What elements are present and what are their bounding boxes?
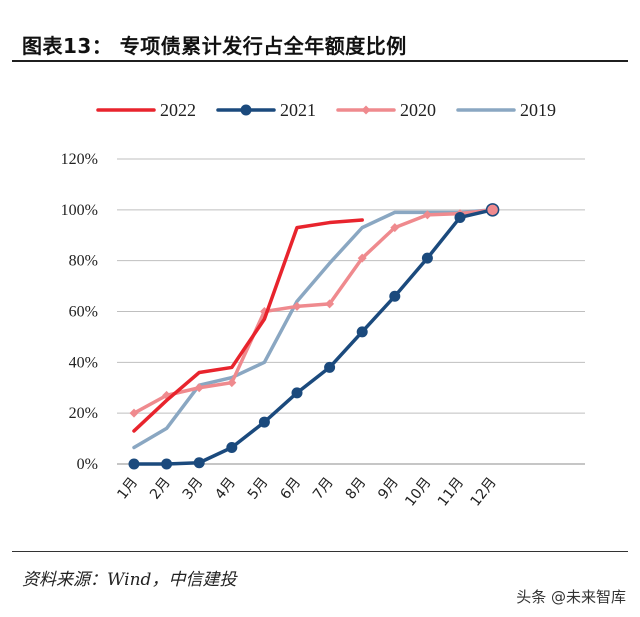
data-point-2021 [161, 458, 173, 470]
x-tick-label: 7月 [310, 475, 337, 503]
data-point-2021 [128, 458, 140, 470]
legend-label: 2019 [520, 100, 556, 120]
data-point-2021 [291, 387, 303, 399]
legend-label: 2020 [400, 100, 436, 120]
y-tick-label: 120% [61, 151, 98, 168]
x-tick-label: 12月 [468, 475, 500, 510]
data-point-2021 [356, 326, 368, 338]
data-point-2021 [421, 252, 433, 264]
y-tick-label: 80% [69, 253, 98, 270]
legend-item-2019: 2019 [456, 100, 556, 120]
legend-item-2020: 2020 [336, 100, 436, 120]
legend-item-2021: 2021 [216, 100, 316, 120]
series-line-2022 [132, 218, 364, 433]
series-line-2021 [132, 208, 495, 466]
data-point-2020 [292, 301, 302, 311]
x-tick-label: 5月 [245, 475, 272, 503]
x-tick-label: 9月 [375, 475, 402, 503]
gridlines [117, 158, 585, 414]
data-point-2020 [129, 408, 139, 418]
legend-label: 2022 [160, 100, 196, 120]
series-line-2019 [132, 208, 495, 450]
data-point-2020 [390, 223, 400, 233]
data-point-2021 [324, 361, 336, 373]
x-tick-label: 4月 [212, 475, 239, 503]
chart-title: 图表13： 专项债累计发行占全年额度比例 [22, 34, 407, 58]
x-tick-label: 3月 [180, 475, 207, 503]
source-note: 资料来源：Wind，中信建投 [22, 570, 237, 590]
watermark: 头条 @未来智库 [516, 588, 626, 606]
legend-marker [361, 105, 371, 115]
line-chart: 2022 2021 2020 2019 0%20%40%60%80%100%120% … [61, 100, 585, 510]
x-tick-label: 11月 [435, 475, 467, 510]
data-point-2020 [422, 210, 432, 220]
x-tick-label: 2月 [147, 475, 174, 503]
x-tick-label: 8月 [343, 475, 370, 503]
data-point-end [485, 203, 500, 217]
y-tick-label: 40% [69, 354, 98, 371]
x-tick-label: 10月 [402, 475, 434, 510]
x-axis: 1月 2月 3月 4月 5月 6月 7月 8月 9月 10月 11月 12月 [114, 463, 585, 510]
footer-divider [12, 551, 628, 552]
legend-item-2022: 2022 [96, 100, 196, 120]
title-divider [12, 60, 628, 62]
legend-label: 2021 [280, 100, 316, 120]
data-point-2020 [194, 383, 204, 393]
data-point-2021 [454, 211, 466, 223]
legend-marker [240, 104, 252, 116]
legend: 2022 2021 2020 2019 [96, 100, 556, 120]
series-line-2020 [132, 208, 495, 415]
series-group [128, 203, 500, 470]
y-tick-label: 20% [69, 405, 98, 422]
x-tick-label: 1月 [114, 475, 141, 503]
data-point-2021 [258, 416, 270, 428]
data-point-2021 [389, 290, 401, 302]
x-tick-label: 6月 [277, 475, 304, 503]
data-point-2021 [226, 441, 238, 453]
y-axis: 0% 20% 40% 60% 80% 100% 120% [61, 151, 98, 473]
data-point-2020 [227, 378, 237, 388]
data-point-2020 [357, 253, 367, 263]
data-point-2020 [325, 299, 335, 309]
y-tick-label: 100% [61, 202, 98, 219]
title-row: 图表13： 专项债累计发行占全年额度比例 [0, 0, 640, 62]
y-tick-label: 0% [77, 456, 98, 473]
y-tick-label: 60% [69, 304, 98, 321]
data-point-2021 [193, 457, 205, 469]
